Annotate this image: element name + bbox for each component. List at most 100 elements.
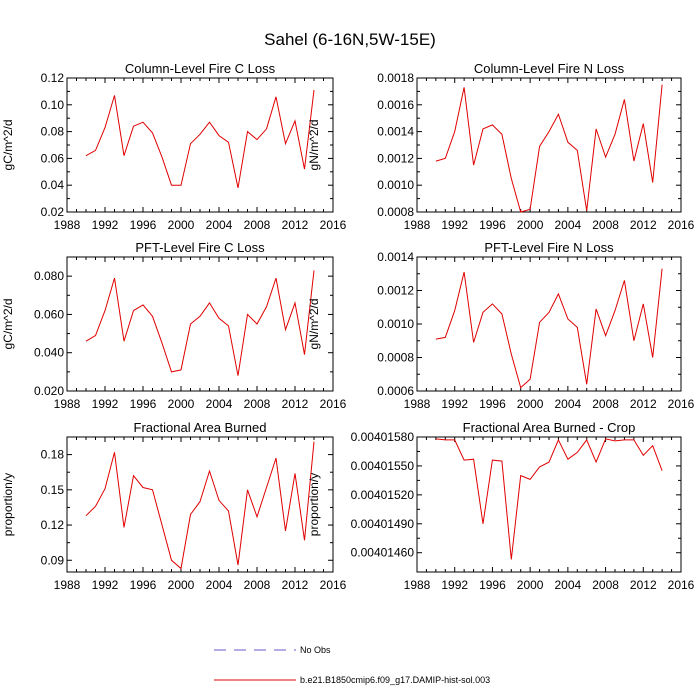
y-tick-label: 0.020 — [34, 384, 64, 398]
x-tick-label: 2004 — [555, 578, 582, 592]
x-tick-label: 1992 — [92, 578, 119, 592]
x-tick-label: 2000 — [517, 218, 544, 232]
x-tick-label: 1996 — [130, 397, 157, 411]
x-tick-label: 1996 — [479, 218, 506, 232]
x-tick-label: 2012 — [630, 218, 657, 232]
x-tick-label: 2012 — [282, 218, 309, 232]
x-tick-label: 1996 — [479, 397, 506, 411]
x-tick-label: 1988 — [404, 578, 431, 592]
x-tick-label: 2004 — [555, 218, 582, 232]
x-tick-label: 2016 — [668, 218, 695, 232]
y-tick-label: 0.00401520 — [351, 488, 415, 502]
x-tick-label: 2004 — [206, 397, 233, 411]
y-tick-label: 0.18 — [41, 448, 65, 462]
series-line — [435, 268, 663, 389]
y-tick-label: 0.00401460 — [351, 546, 415, 560]
panel-title: Column-Level Fire N Loss — [474, 61, 625, 76]
y-tick-label: 0.0010 — [377, 317, 414, 331]
x-tick-label: 2016 — [668, 397, 695, 411]
y-tick-label: 0.00401550 — [351, 459, 415, 473]
panel-2: Column-Level Fire N Loss gN/m^2/d 1988 1992… — [307, 61, 695, 232]
x-tick-label: 1992 — [441, 218, 468, 232]
panel-title: Column-Level Fire C Loss — [125, 61, 276, 76]
y-tick-label: 0.040 — [34, 346, 64, 360]
x-tick-label: 2008 — [244, 578, 271, 592]
panel-4: PFT-Level Fire N Loss gN/m^2/d 1988 1992 199… — [307, 240, 695, 411]
series-line — [435, 84, 663, 213]
x-tick-label: 2000 — [168, 397, 195, 411]
x-tick-label: 2016 — [668, 578, 695, 592]
y-tick-label: 0.00401490 — [351, 517, 415, 531]
x-tick-label: 1988 — [404, 218, 431, 232]
x-tick-label: 2016 — [320, 218, 347, 232]
x-tick-label: 1988 — [54, 578, 81, 592]
panel-frame — [66, 436, 334, 573]
y-axis-label: gN/m^2/d — [307, 299, 321, 350]
y-tick-label: 0.0010 — [377, 178, 414, 192]
x-tick-label: 2000 — [168, 578, 195, 592]
legend-model-label: b.e21.B1850cmip6.f09_g17.DAMIP-hist-sol.… — [300, 675, 490, 685]
x-tick-label: 2012 — [282, 578, 309, 592]
x-tick-label: 1992 — [441, 578, 468, 592]
y-tick-label: 0.080 — [34, 269, 64, 283]
x-tick-label: 2000 — [517, 397, 544, 411]
panel-frame — [416, 436, 682, 573]
x-tick-label: 2012 — [630, 397, 657, 411]
panel-frame — [66, 77, 334, 213]
series-line — [85, 441, 315, 570]
y-tick-label: 0.06 — [41, 151, 65, 165]
x-tick-label: 1988 — [404, 397, 431, 411]
series-line — [85, 90, 315, 189]
x-tick-label: 1992 — [441, 397, 468, 411]
x-tick-label: 1996 — [130, 578, 157, 592]
y-tick-label: 0.00401580 — [351, 430, 415, 444]
x-tick-label: 2016 — [320, 578, 347, 592]
y-tick-label: 0.04 — [41, 178, 65, 192]
panel-frame — [66, 256, 334, 392]
panel-1: Column-Level Fire C Loss gC/m^2/d 1988 1992… — [1, 61, 347, 232]
panel-title: Fractional Area Burned — [134, 420, 267, 435]
x-tick-label: 1992 — [92, 397, 119, 411]
figure-title: Sahel (6-16N,5W-15E) — [264, 30, 436, 49]
x-tick-label: 2004 — [206, 218, 233, 232]
y-tick-label: 0.09 — [41, 553, 65, 567]
panel-6: Fractional Area Burned - Crop proportion/… — [307, 420, 695, 592]
x-tick-label: 2008 — [592, 218, 619, 232]
x-tick-label: 2008 — [592, 578, 619, 592]
x-tick-label: 1988 — [54, 218, 81, 232]
y-tick-label: 0.12 — [41, 518, 65, 532]
legend: No Obs b.e21.B1850cmip6.f09_g17.DAMIP-hi… — [214, 645, 490, 685]
panels-group: Column-Level Fire C Loss gC/m^2/d 1988 1992… — [1, 61, 695, 592]
panel-frame — [416, 256, 682, 392]
x-tick-label: 1992 — [92, 218, 119, 232]
y-axis-label: proportion/y — [307, 473, 321, 536]
x-tick-label: 2004 — [206, 578, 233, 592]
y-tick-label: 0.0006 — [377, 384, 414, 398]
x-tick-label: 2000 — [517, 578, 544, 592]
x-tick-label: 2000 — [168, 218, 195, 232]
series-line — [435, 438, 663, 560]
y-tick-label: 0.0008 — [377, 205, 414, 219]
y-tick-label: 0.0016 — [377, 98, 414, 112]
x-tick-label: 2016 — [320, 397, 347, 411]
y-tick-label: 0.0014 — [377, 125, 414, 139]
x-tick-label: 2004 — [555, 397, 582, 411]
y-axis-label: proportion/y — [1, 473, 15, 536]
y-tick-label: 0.0018 — [377, 71, 414, 85]
y-tick-label: 0.0008 — [377, 351, 414, 365]
panel-title: PFT-Level Fire N Loss — [484, 240, 614, 255]
legend-no-obs-label: No Obs — [300, 645, 331, 655]
y-axis-label: gC/m^2/d — [1, 120, 15, 171]
x-tick-label: 1996 — [479, 578, 506, 592]
y-tick-label: 0.0014 — [377, 250, 414, 264]
panel-5: Fractional Area Burned proportion/y 1988 19… — [1, 420, 347, 592]
y-tick-label: 0.12 — [41, 71, 65, 85]
x-tick-label: 2012 — [630, 578, 657, 592]
panel-frame — [416, 77, 682, 213]
x-tick-label: 2012 — [282, 397, 309, 411]
x-tick-label: 2008 — [244, 397, 271, 411]
x-tick-label: 2008 — [244, 218, 271, 232]
y-tick-label: 0.02 — [41, 205, 65, 219]
y-axis-label: gN/m^2/d — [307, 120, 321, 171]
